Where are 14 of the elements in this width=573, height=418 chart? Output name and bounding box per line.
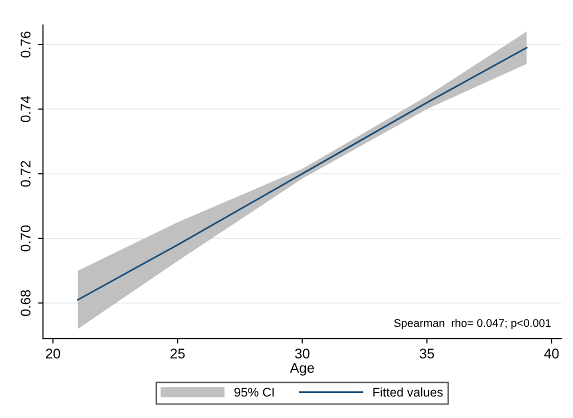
y-tick-label: 0.68 — [20, 290, 31, 316]
y-tick-label: 0.72 — [20, 160, 31, 187]
x-axis-title: Age — [290, 363, 314, 376]
x-tick-label: 20 — [46, 348, 60, 359]
y-tick-label: 0.74 — [20, 96, 31, 122]
annotation: Spearman rho= 0.047; p<0.001 — [394, 318, 551, 330]
y-tick-label: 0.70 — [20, 225, 31, 252]
x-tick-label: 35 — [420, 348, 434, 359]
x-tick-label: 25 — [170, 348, 185, 359]
x-tick-label: 30 — [295, 348, 310, 359]
text: 95% CI — [234, 388, 274, 397]
x-tick-label: 40 — [544, 348, 559, 359]
y-tick-label: 0.76 — [20, 32, 31, 58]
legend-label: Fitted values — [373, 387, 443, 397]
